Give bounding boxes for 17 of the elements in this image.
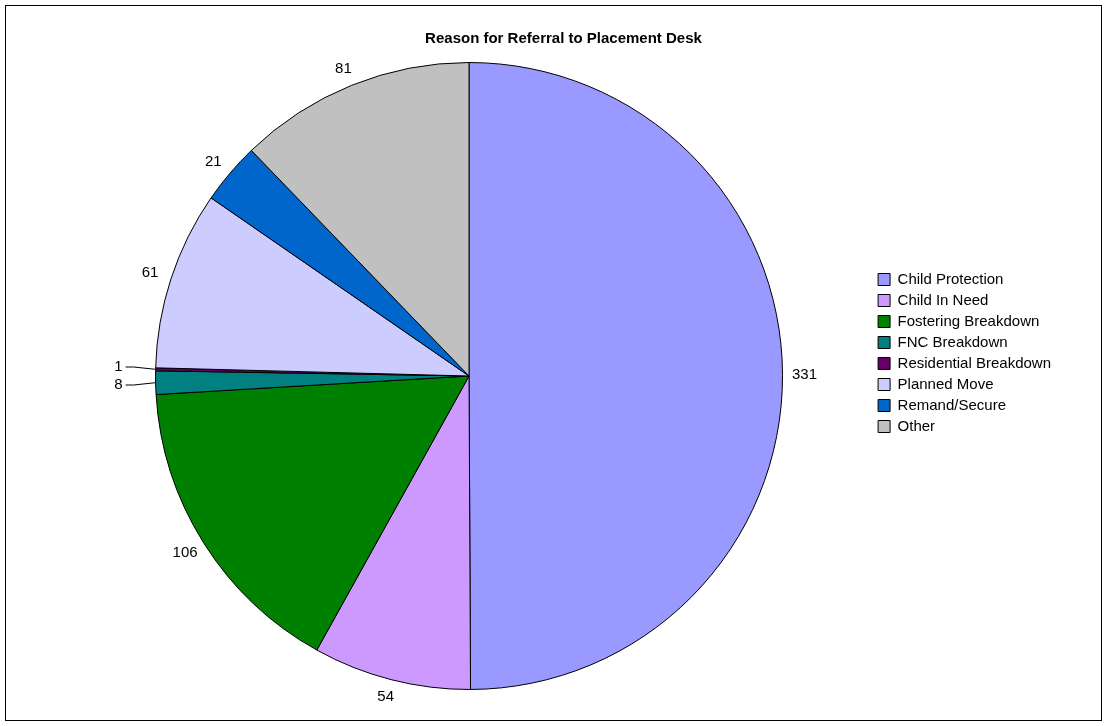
legend-label: Child Protection: [897, 269, 1004, 287]
legend-label: Planned Move: [897, 374, 994, 392]
data-label: 106: [172, 542, 198, 560]
legend-label: Residential Breakdown: [897, 353, 1051, 371]
legend-label: Remand/Secure: [897, 395, 1006, 413]
data-label: 61: [141, 263, 159, 281]
legend-label: Fostering Breakdown: [897, 311, 1040, 329]
data-label: 8: [114, 375, 123, 393]
data-label: 54: [377, 687, 395, 705]
legend-label: Other: [897, 416, 936, 434]
legend-label: Child In Need: [897, 290, 989, 308]
data-label: 1: [114, 357, 123, 375]
data-label: 81: [335, 58, 352, 76]
chart-title: Reason for Referral to Placement Desk: [425, 29, 703, 47]
data-label: 331: [792, 365, 818, 383]
data-label: 21: [204, 151, 222, 169]
legend-label: FNC Breakdown: [897, 332, 1008, 350]
